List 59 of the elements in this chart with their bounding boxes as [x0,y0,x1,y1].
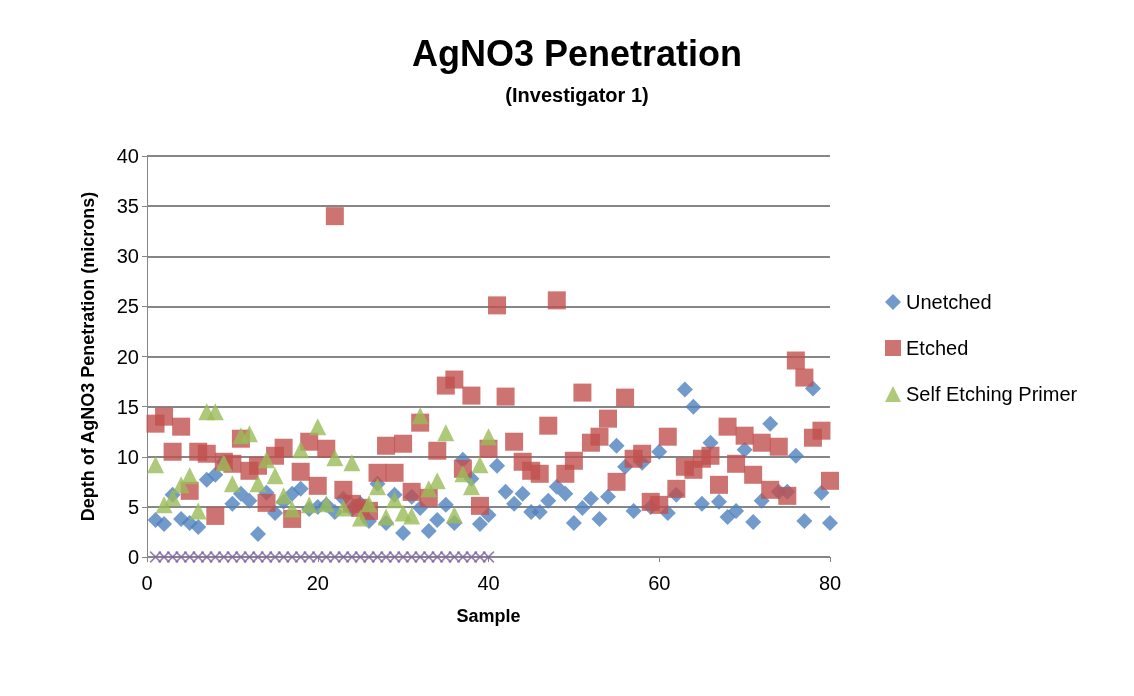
point [234,551,247,563]
point [164,489,182,507]
point [343,454,361,472]
x-tick-label: 0 [141,572,153,594]
point [303,551,316,563]
point [456,551,469,563]
point [189,502,207,520]
point [175,551,188,563]
y-tick-label: 35 [116,195,139,218]
x-tick-label: 20 [306,572,329,594]
y-axis-title: Depth of AgNO3 Penetration (microns) [78,191,98,522]
point [147,456,165,474]
x-tick-label: 60 [648,572,671,594]
point [369,478,387,496]
point [155,496,173,514]
point [240,425,258,443]
chart-title: AgNO3 Penetration [411,32,743,74]
y-tick-label: 0 [127,546,139,568]
y-tick-label: 10 [116,445,139,468]
point [326,449,344,467]
y-tick-label: 30 [116,245,139,268]
y-tick-label: 25 [116,295,139,318]
point [362,551,375,563]
y-tick-label: 5 [127,495,139,518]
point [437,424,455,442]
point [309,418,327,436]
point [473,551,486,563]
legend-label: Unetched [906,291,992,313]
y-tick-label: 15 [116,395,139,418]
x-tick-label: 40 [477,572,500,594]
point [249,475,267,493]
x-axis-title: Sample [456,606,521,626]
point [482,551,495,563]
point [328,551,341,563]
point [206,403,224,421]
point [462,478,480,496]
point [286,551,299,563]
legend-label: Etched [906,337,969,359]
point [217,551,230,563]
point [414,551,427,563]
y-tick-label: 20 [116,345,139,368]
x-tick-label: 80 [818,572,842,594]
point [345,551,358,563]
point [266,467,284,485]
point [403,507,421,525]
point [158,551,171,563]
point [471,456,489,474]
point [397,551,410,563]
y-tick-label: 40 [116,145,139,167]
point [377,508,395,526]
point [269,551,282,563]
point [380,551,393,563]
point [428,472,446,490]
point [181,467,199,485]
point [223,475,241,493]
point [439,551,452,563]
legend-label: Self Etching Primer [906,383,1078,405]
point [251,551,264,563]
chart-subtitle: (Investigator 1) [505,84,649,106]
